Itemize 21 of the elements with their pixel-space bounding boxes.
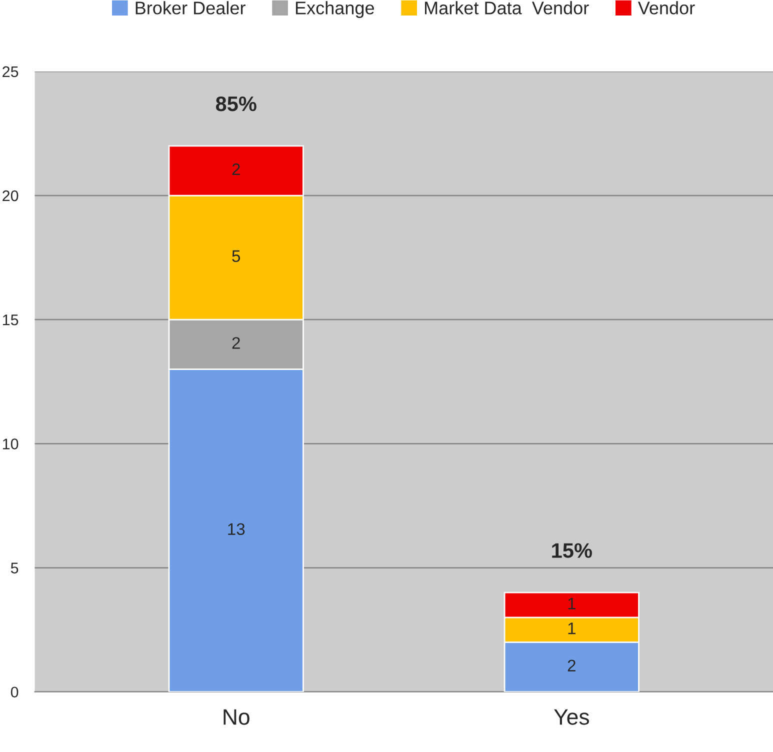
data-label: 2 bbox=[232, 337, 240, 349]
data-label: 2 bbox=[232, 163, 240, 176]
y-tick-label: 0 bbox=[10, 686, 18, 698]
legend-label: Exchange bbox=[296, 1, 374, 18]
data-label: 1 bbox=[568, 598, 576, 610]
annotation: 15% bbox=[552, 543, 592, 558]
data-label: 5 bbox=[232, 250, 240, 262]
x-tick-label: No bbox=[224, 709, 250, 725]
annotation: 85% bbox=[216, 96, 256, 112]
data-label: 2 bbox=[568, 660, 576, 672]
legend-label: Broker Dealer bbox=[136, 1, 246, 14]
y-tick-label: 5 bbox=[10, 562, 18, 574]
data-label: 13 bbox=[228, 523, 245, 536]
y-tick-label: 25 bbox=[2, 66, 18, 78]
x-tick-label: Yes bbox=[554, 709, 589, 725]
y-tick-label: 10 bbox=[2, 438, 18, 450]
y-tick-label: 20 bbox=[2, 190, 18, 202]
legend-label: Market Data Vendor bbox=[425, 1, 589, 14]
data-label: 1 bbox=[568, 622, 576, 634]
legend-label: Vendor bbox=[638, 1, 695, 14]
y-tick-label: 15 bbox=[2, 314, 18, 326]
